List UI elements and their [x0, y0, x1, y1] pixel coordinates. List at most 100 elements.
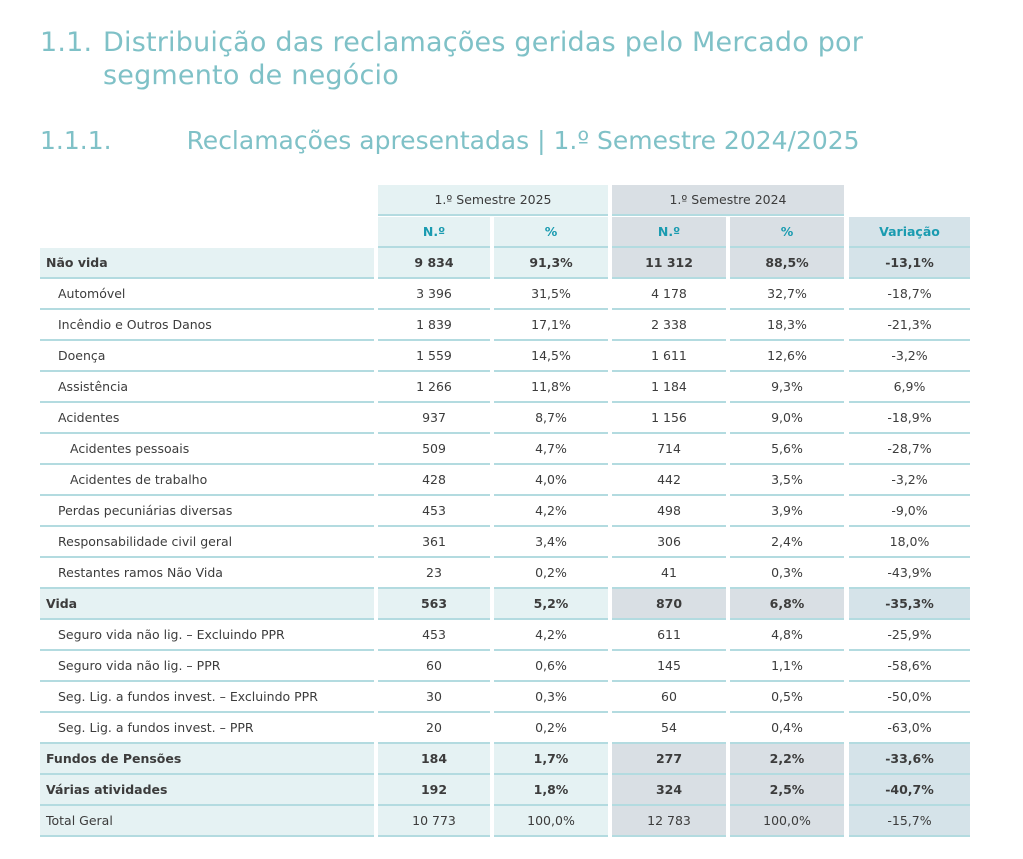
row-value: 509: [378, 434, 490, 465]
group-header-2025: 1.º Semestre 2025: [378, 185, 608, 216]
row-label: Responsabilidade civil geral: [40, 527, 374, 558]
row-value: 14,5%: [494, 341, 608, 372]
row-value: -18,7%: [849, 279, 970, 310]
row-value: -43,9%: [849, 558, 970, 589]
row-label: Seguro vida não lig. – PPR: [40, 651, 374, 682]
row-value: 1,1%: [730, 651, 844, 682]
row-value: 428: [378, 465, 490, 496]
row-value: 0,2%: [494, 713, 608, 744]
row-value: 0,5%: [730, 682, 844, 713]
row-value: 6,8%: [730, 589, 844, 620]
row-label: Total Geral: [40, 806, 374, 837]
row-value: 12 783: [612, 806, 726, 837]
row-value: 6,9%: [849, 372, 970, 403]
row-label: Fundos de Pensões: [40, 744, 374, 775]
row-value: 442: [612, 465, 726, 496]
row-value: 1 156: [612, 403, 726, 434]
row-value: 563: [378, 589, 490, 620]
col-header-pct-2024: %: [730, 217, 844, 248]
row-value: 54: [612, 713, 726, 744]
row-value: 41: [612, 558, 726, 589]
row-value: 60: [612, 682, 726, 713]
row-value: 12,6%: [730, 341, 844, 372]
section-number: 1.1.: [40, 27, 93, 58]
row-value: -3,2%: [849, 465, 970, 496]
row-value: -9,0%: [849, 496, 970, 527]
row-value: 9,0%: [730, 403, 844, 434]
row-label: Seguro vida não lig. – Excluindo PPR: [40, 620, 374, 651]
row-value: 0,3%: [730, 558, 844, 589]
row-value: 11 312: [612, 248, 726, 279]
row-value: 9 834: [378, 248, 490, 279]
section-title: Distribuição das reclamações geridas pel…: [103, 27, 864, 91]
row-value: 100,0%: [494, 806, 608, 837]
row-value: 30: [378, 682, 490, 713]
row-value: -35,3%: [849, 589, 970, 620]
row-label: Incêndio e Outros Danos: [40, 310, 374, 341]
row-value: -58,6%: [849, 651, 970, 682]
subsection-number: 1.1.1.: [40, 126, 112, 155]
row-label: Seg. Lig. a fundos invest. – Excluindo P…: [40, 682, 374, 713]
row-value: 498: [612, 496, 726, 527]
row-value: 3,5%: [730, 465, 844, 496]
row-value: 32,7%: [730, 279, 844, 310]
row-value: 0,2%: [494, 558, 608, 589]
row-value: 9,3%: [730, 372, 844, 403]
row-value: 8,7%: [494, 403, 608, 434]
row-label: Acidentes pessoais: [40, 434, 374, 465]
row-value: -13,1%: [849, 248, 970, 279]
row-value: 1 266: [378, 372, 490, 403]
row-value: -63,0%: [849, 713, 970, 744]
row-value: 0,4%: [730, 713, 844, 744]
row-value: 11,8%: [494, 372, 608, 403]
row-label: Vida: [40, 589, 374, 620]
row-value: 1 184: [612, 372, 726, 403]
row-value: 100,0%: [730, 806, 844, 837]
row-value: -3,2%: [849, 341, 970, 372]
row-value: 453: [378, 620, 490, 651]
row-value: 145: [612, 651, 726, 682]
row-value: -33,6%: [849, 744, 970, 775]
row-value: 1 559: [378, 341, 490, 372]
row-value: -21,3%: [849, 310, 970, 341]
row-value: 2 338: [612, 310, 726, 341]
row-value: 937: [378, 403, 490, 434]
row-value: 611: [612, 620, 726, 651]
row-value: 17,1%: [494, 310, 608, 341]
row-value: 306: [612, 527, 726, 558]
row-label: Doença: [40, 341, 374, 372]
row-value: 184: [378, 744, 490, 775]
row-label: Automóvel: [40, 279, 374, 310]
row-value: 5,2%: [494, 589, 608, 620]
row-value: 1 839: [378, 310, 490, 341]
row-value: 1,8%: [494, 775, 608, 806]
row-label: Acidentes: [40, 403, 374, 434]
col-header-n-2024: N.º: [612, 217, 726, 248]
row-value: 60: [378, 651, 490, 682]
row-value: -50,0%: [849, 682, 970, 713]
row-label: Perdas pecuniárias diversas: [40, 496, 374, 527]
row-value: 0,6%: [494, 651, 608, 682]
row-label: Acidentes de trabalho: [40, 465, 374, 496]
row-label: Restantes ramos Não Vida: [40, 558, 374, 589]
row-value: -15,7%: [849, 806, 970, 837]
row-value: -28,7%: [849, 434, 970, 465]
row-value: 2,5%: [730, 775, 844, 806]
row-value: 1 611: [612, 341, 726, 372]
row-value: 91,3%: [494, 248, 608, 279]
row-value: 0,3%: [494, 682, 608, 713]
row-value: 4,7%: [494, 434, 608, 465]
row-value: 192: [378, 775, 490, 806]
col-header-n-2025: N.º: [378, 217, 490, 248]
row-value: 5,6%: [730, 434, 844, 465]
row-value: 277: [612, 744, 726, 775]
row-value: 4,0%: [494, 465, 608, 496]
row-value: 4 178: [612, 279, 726, 310]
row-value: 10 773: [378, 806, 490, 837]
row-value: 31,5%: [494, 279, 608, 310]
row-value: -18,9%: [849, 403, 970, 434]
row-value: 324: [612, 775, 726, 806]
row-value: 4,2%: [494, 620, 608, 651]
row-value: 2,2%: [730, 744, 844, 775]
row-value: 361: [378, 527, 490, 558]
